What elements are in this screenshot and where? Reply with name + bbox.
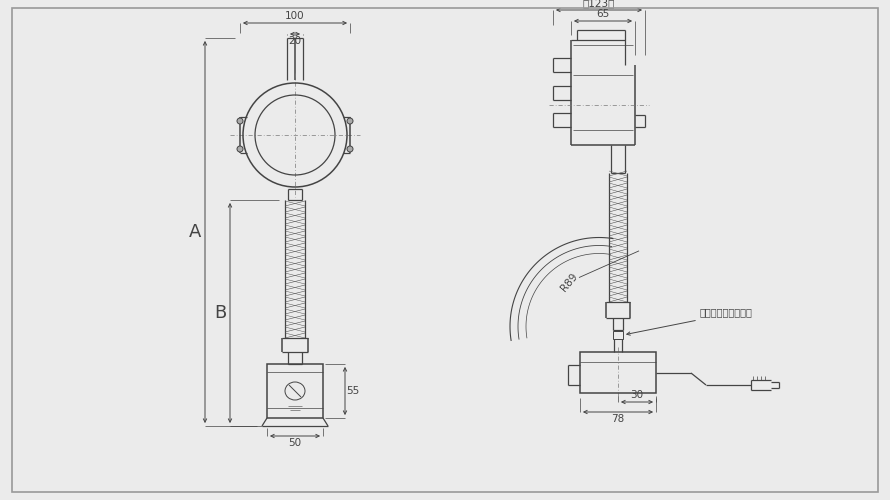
Text: 20: 20 bbox=[288, 36, 302, 46]
Circle shape bbox=[237, 118, 243, 124]
Text: 55: 55 bbox=[346, 386, 360, 396]
Text: R89: R89 bbox=[559, 271, 579, 293]
Text: 65: 65 bbox=[596, 9, 610, 19]
Text: 78: 78 bbox=[611, 414, 625, 424]
Text: 50: 50 bbox=[288, 438, 302, 448]
Bar bbox=[267, 364, 323, 418]
Circle shape bbox=[347, 146, 353, 152]
Text: A: A bbox=[189, 223, 201, 241]
Text: 熱収縮チューブ包覆: 熱収縮チューブ包覆 bbox=[700, 307, 753, 317]
Circle shape bbox=[237, 146, 243, 152]
Text: （123）: （123） bbox=[583, 0, 615, 8]
Text: B: B bbox=[214, 304, 226, 322]
Circle shape bbox=[347, 118, 353, 124]
Text: 100: 100 bbox=[285, 11, 304, 21]
Bar bbox=[613, 331, 623, 339]
Bar bbox=[580, 352, 656, 393]
Text: 30: 30 bbox=[630, 390, 643, 400]
